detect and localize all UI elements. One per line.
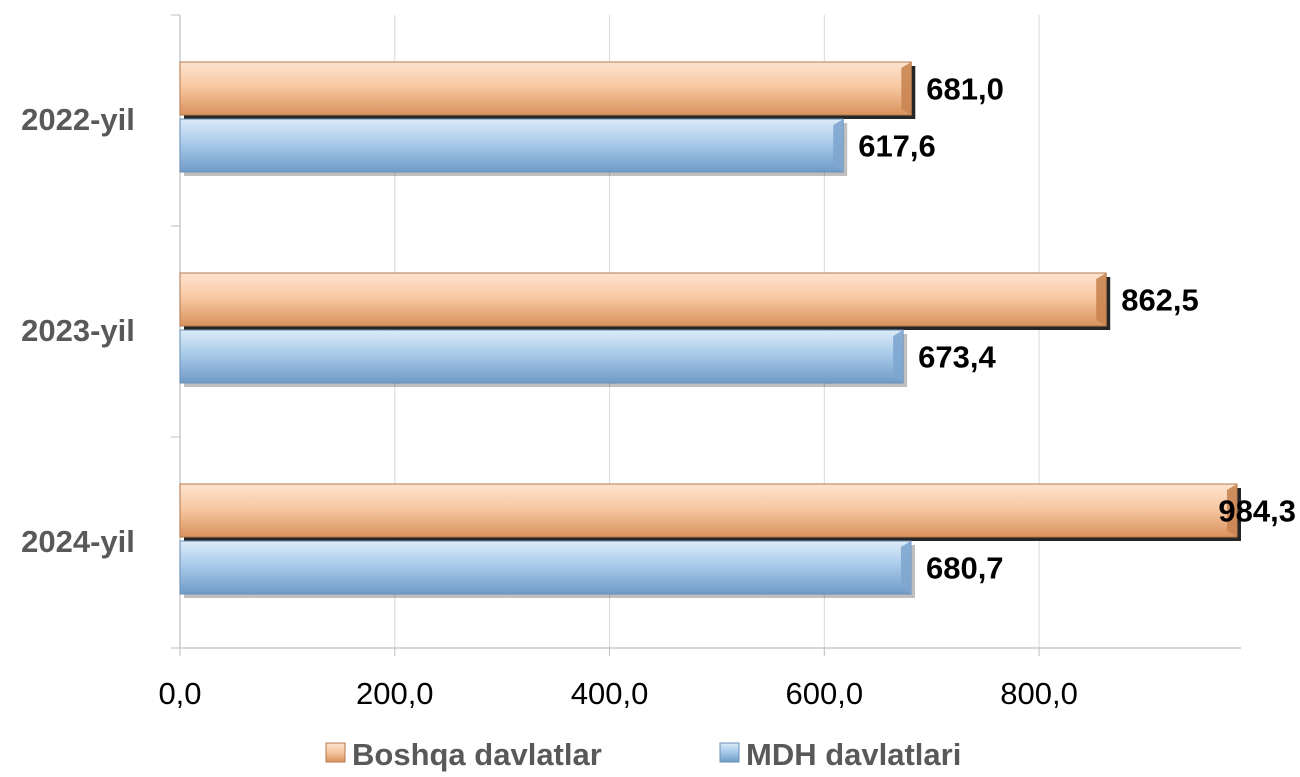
bars	[179, 61, 1241, 598]
bar-bevel	[833, 119, 844, 172]
bar-mdh-davlatlari	[179, 329, 904, 384]
bar-boshqa-davlatlar	[179, 61, 912, 116]
data-label: 681,0	[926, 72, 1004, 107]
data-label: 984,3	[1218, 494, 1296, 529]
bar-boshqa-davlatlar	[179, 483, 1238, 538]
labels: 2022-yil 681,0 617,6 2023-yil 862,5 673,4 2024…	[21, 72, 1296, 586]
data-label: 673,4	[918, 340, 996, 375]
bar-bevel	[1227, 484, 1237, 537]
legend-swatch-boshqa	[325, 742, 346, 763]
y-category-label: 2024-yil	[21, 524, 135, 559]
bar-bevel	[1096, 273, 1107, 326]
x-tick-label: 200,0	[356, 676, 434, 711]
data-label: 680,7	[926, 551, 1004, 586]
x-tick-label: 800,0	[1000, 676, 1078, 711]
bar-mdh-davlatlari	[179, 540, 912, 595]
legend-label: Boshqa davlatlar	[352, 737, 602, 772]
bar-bevel	[901, 62, 912, 115]
legend: Boshqa davlatlar MDH davlatlari	[325, 737, 961, 772]
data-label: 862,5	[1121, 283, 1199, 318]
bar-mdh-davlatlari	[179, 118, 844, 173]
x-tick-label: 0,0	[158, 676, 201, 711]
legend-swatch-mdh	[719, 742, 740, 763]
data-label: 617,6	[858, 129, 936, 164]
y-category-label: 2022-yil	[21, 102, 135, 137]
legend-label: MDH davlatlari	[746, 737, 961, 772]
bar-bevel	[893, 330, 904, 383]
bar-boshqa-davlatlar	[179, 272, 1107, 327]
x-tick-label: 400,0	[571, 676, 649, 711]
y-category-label: 2023-yil	[21, 313, 135, 348]
x-tick-label: 600,0	[786, 676, 864, 711]
bar-bevel	[900, 541, 911, 594]
